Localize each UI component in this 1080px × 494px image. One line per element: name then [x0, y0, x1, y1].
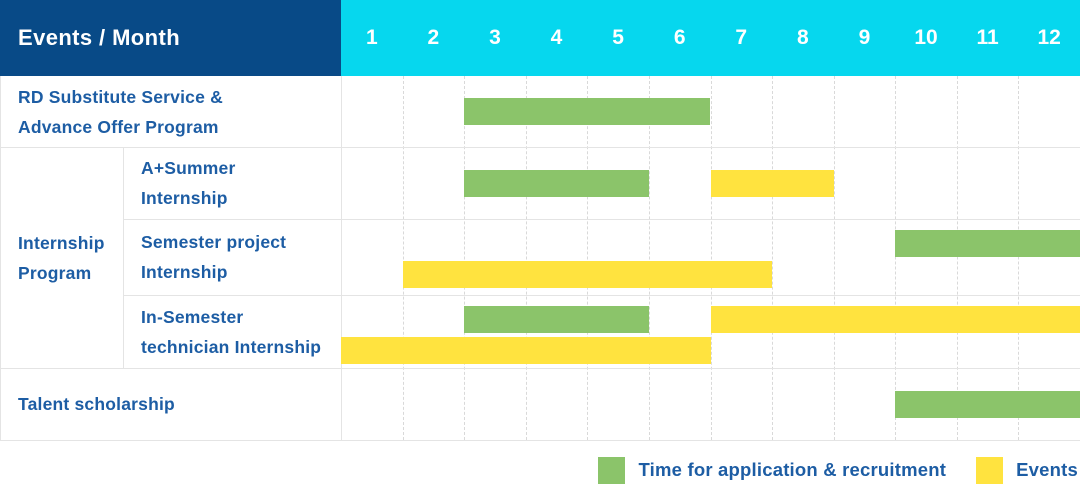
- row-label-3: In-Semester technician Internship: [123, 295, 341, 368]
- month-gridline: [587, 76, 589, 440]
- bar-application: [464, 170, 649, 197]
- row-label-2: Semester project Internship: [123, 219, 341, 295]
- month-gridline: [464, 76, 466, 440]
- month-label-10: 10: [914, 26, 938, 49]
- events-month-header-cell: Events / Month: [0, 0, 341, 76]
- row-label-line: Internship: [18, 232, 105, 253]
- row-label-line: In-Semester: [141, 306, 244, 327]
- bar-application: [895, 391, 1080, 418]
- month-gridline: [895, 76, 897, 440]
- row-label-line: Talent scholarship: [18, 394, 175, 414]
- month-label-1: 1: [365, 26, 378, 49]
- events-month-title: Events / Month: [18, 25, 181, 50]
- month-label-7: 7: [735, 26, 748, 49]
- month-label-5: 5: [612, 26, 624, 49]
- legend-item-application: Time for application & recruitment: [598, 456, 947, 484]
- row-label-line: Internship: [141, 262, 228, 282]
- row-border: [123, 219, 1080, 220]
- bar-event: [710, 170, 834, 197]
- legend-swatch-event: [976, 456, 1004, 484]
- month-gridline: [710, 76, 712, 440]
- row-border: [123, 295, 1080, 296]
- legend-label-event: Events: [1016, 459, 1078, 480]
- row-label-line: Internship: [141, 188, 228, 208]
- label-grid-divider: [341, 76, 342, 440]
- row-label-0: RD Substitute Service & Advance Offer Pro…: [0, 76, 341, 147]
- bar-application: [895, 230, 1080, 257]
- month-gridline: [772, 76, 774, 440]
- month-label-4: 4: [550, 26, 563, 49]
- month-label-3: 3: [489, 26, 501, 49]
- row-label-line: RD Substitute Service &: [18, 86, 223, 107]
- bar-event: [710, 306, 1080, 333]
- month-gridline: [1018, 76, 1020, 440]
- row-label-line: Advance Offer Program: [18, 116, 219, 137]
- row-border: [0, 147, 1080, 148]
- month-label-8: 8: [796, 26, 809, 49]
- month-gridline: [833, 76, 835, 440]
- month-gridline: [648, 76, 650, 440]
- legend: Time for application & recruitment Events: [568, 454, 1078, 486]
- month-label-11: 11: [976, 26, 999, 49]
- months-header-row: 1 2 3 4 5 6 7 8 9 10 11 12: [341, 0, 1080, 76]
- row-label-line: Semester project: [141, 232, 287, 252]
- bar-event: [341, 337, 711, 364]
- table-left-border: [0, 76, 1, 440]
- row-label-line: technician Internship: [141, 336, 322, 357]
- month-label-6: 6: [673, 26, 686, 49]
- bar-event: [402, 261, 773, 288]
- row-label-line: Program: [18, 262, 92, 283]
- row-border: [0, 368, 1080, 369]
- row-label-4: Talent scholarship: [0, 368, 341, 440]
- legend-item-event: Events: [976, 456, 1078, 484]
- row-label-1: A+Summer Internship: [123, 147, 341, 219]
- row-label-line: A+Summer: [141, 158, 236, 178]
- row-border: [0, 440, 1080, 441]
- bar-application: [464, 306, 649, 333]
- month-label-12: 12: [1037, 26, 1061, 49]
- group-label-internship-program: Internship Program: [0, 147, 123, 368]
- month-label-2: 2: [427, 26, 440, 49]
- legend-swatch-application: [598, 456, 626, 484]
- group-column-divider: [123, 147, 124, 368]
- bar-application: [464, 98, 711, 125]
- month-gridline: [956, 76, 958, 440]
- month-gridline: [402, 76, 404, 440]
- legend-label-application: Time for application & recruitment: [638, 459, 947, 480]
- month-label-9: 9: [858, 26, 871, 49]
- month-gridline: [525, 76, 527, 440]
